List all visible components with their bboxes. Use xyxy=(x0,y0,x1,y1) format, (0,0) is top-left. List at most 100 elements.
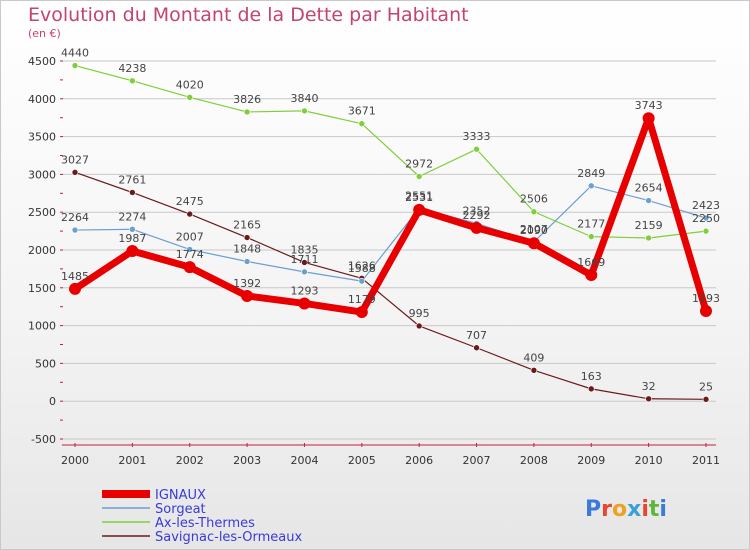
data-point xyxy=(129,77,136,85)
data-label: 2551 xyxy=(405,189,433,202)
data-label: 4020 xyxy=(176,78,204,91)
chart-title: Evolution du Montant de la Dette par Hab… xyxy=(28,4,469,26)
y-tick-label: 1500 xyxy=(28,282,56,295)
series-line-2 xyxy=(74,64,707,239)
data-label: 2849 xyxy=(577,167,605,180)
logo-letter: o xyxy=(612,497,627,522)
data-point xyxy=(241,289,254,302)
data-label: 1711 xyxy=(290,253,318,266)
x-tick-label: 2005 xyxy=(348,454,376,467)
data-point xyxy=(129,225,136,233)
data-label: 2264 xyxy=(61,211,89,224)
data-point xyxy=(243,234,251,241)
x-tick-label: 2009 xyxy=(577,454,605,467)
x-tick-label: 2006 xyxy=(405,454,433,467)
data-point xyxy=(473,344,480,352)
data-label: 2250 xyxy=(692,212,720,225)
y-tick-label: 3000 xyxy=(28,168,56,181)
data-label: 1848 xyxy=(233,242,261,255)
y-tick-label: 1000 xyxy=(28,320,56,333)
data-point xyxy=(473,145,480,153)
data-label: 1179 xyxy=(348,293,376,306)
data-label: 2352 xyxy=(463,204,491,217)
x-tick-label: 2002 xyxy=(176,454,204,467)
logo-letter: P xyxy=(585,497,601,522)
y-tick-label: -500 xyxy=(31,433,56,446)
logo-letter: t xyxy=(649,497,660,522)
data-label: 1835 xyxy=(290,243,318,256)
data-point xyxy=(301,268,308,276)
data-point xyxy=(71,62,79,69)
x-tick-label: 2007 xyxy=(463,454,491,467)
data-label: 2107 xyxy=(520,223,548,236)
series-points xyxy=(69,62,712,403)
data-label: 2274 xyxy=(118,210,146,223)
data-label: 3840 xyxy=(290,92,318,105)
data-point xyxy=(186,93,194,101)
data-label: 409 xyxy=(523,351,544,364)
data-label: 2159 xyxy=(635,219,663,232)
logo-letter: r xyxy=(601,497,612,522)
data-label: 2007 xyxy=(176,230,204,243)
data-label: 4238 xyxy=(118,62,146,75)
data-label: 3743 xyxy=(635,99,663,112)
data-label: 1774 xyxy=(176,248,204,261)
grid-lines xyxy=(62,60,716,440)
data-label: 32 xyxy=(642,380,656,393)
data-label: 1588 xyxy=(348,262,376,275)
data-point xyxy=(530,366,538,374)
data-point xyxy=(186,246,194,253)
data-label: 4440 xyxy=(61,47,89,60)
data-label: 2506 xyxy=(520,193,548,206)
data-label: 2165 xyxy=(233,219,261,232)
proxiti-logo: Proxiti xyxy=(585,497,667,522)
data-point xyxy=(587,182,595,190)
data-point xyxy=(183,261,196,274)
value-labels: 3027 2761 2475 2165 1835 1626 995 707 409 163 32 25… xyxy=(61,47,720,394)
data-point xyxy=(69,282,81,295)
data-label: 3333 xyxy=(463,130,491,143)
data-point xyxy=(301,107,308,115)
axes: -500 0 500 1000 1500 2000 2500 3000 3500 4000 4500… xyxy=(28,55,720,467)
y-tick-label: 500 xyxy=(35,357,56,370)
data-label: 995 xyxy=(409,307,430,320)
data-label: 2090 xyxy=(520,224,548,237)
data-point xyxy=(355,306,368,319)
data-label: 707 xyxy=(466,329,487,342)
x-tick-label: 2003 xyxy=(233,454,261,467)
data-point xyxy=(702,227,710,235)
data-label: 3826 xyxy=(233,93,261,106)
x-tick-label: 2008 xyxy=(520,454,548,467)
series-line-1 xyxy=(74,185,707,282)
x-tick-label: 2001 xyxy=(118,454,146,467)
data-point xyxy=(645,197,652,204)
data-label: 3027 xyxy=(61,153,89,166)
y-tick-label: 2500 xyxy=(28,206,56,219)
series-line-3 xyxy=(74,171,707,400)
x-tick-label: 2010 xyxy=(635,454,663,467)
data-point xyxy=(587,385,595,393)
x-tick-label: 2000 xyxy=(61,454,89,467)
data-point xyxy=(71,226,79,234)
data-point xyxy=(415,173,423,180)
logo-letter: i xyxy=(659,497,667,522)
series-line-0 xyxy=(71,114,710,316)
data-label: 1669 xyxy=(577,256,605,269)
data-point xyxy=(186,210,194,218)
data-point xyxy=(71,169,79,176)
data-point xyxy=(645,234,652,242)
data-point xyxy=(470,221,483,234)
data-label: 1987 xyxy=(118,232,146,245)
data-point xyxy=(642,112,655,125)
data-label: 1193 xyxy=(692,292,720,305)
legend: IGNAUXSorgeatAx-les-ThermesSavignac-les-… xyxy=(102,488,302,545)
data-point xyxy=(645,395,652,403)
data-label: 163 xyxy=(581,370,602,383)
data-label: 2475 xyxy=(176,195,204,208)
data-point xyxy=(585,269,598,282)
data-label: 2292 xyxy=(463,209,491,222)
data-point xyxy=(358,120,366,127)
data-label: 2531 xyxy=(405,191,433,204)
